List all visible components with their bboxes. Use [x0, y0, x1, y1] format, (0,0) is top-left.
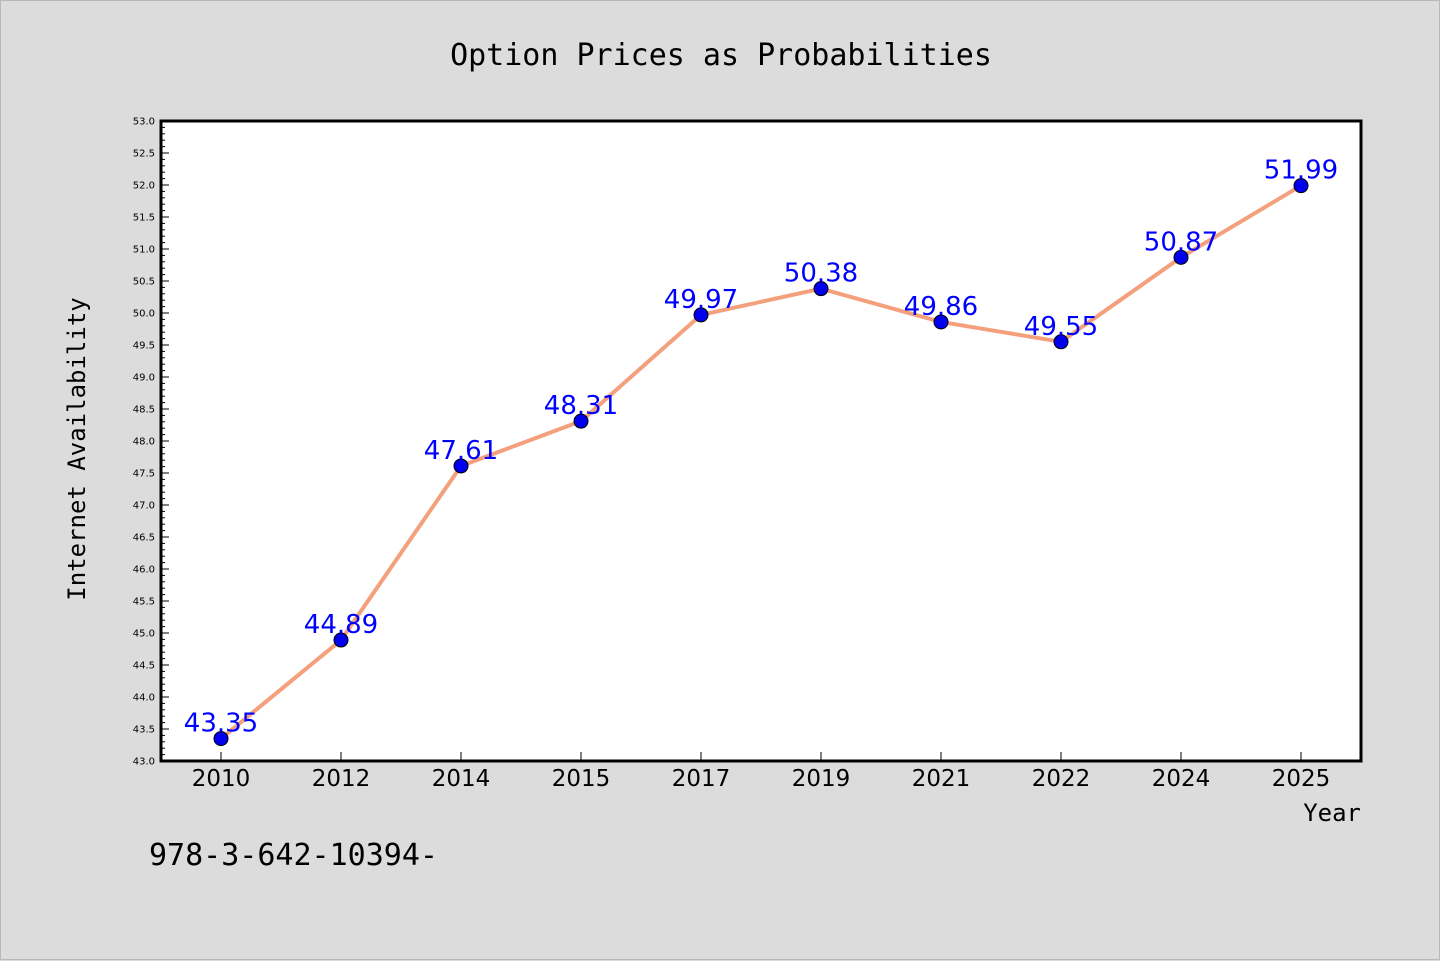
x-axis: 2010 2012 2014 2015 2017 2019 2021 2022 2024 2025: [192, 752, 1331, 792]
data-point: [1053, 334, 1069, 350]
y-axis: 43.0 43.5 44.0 44.5 45.0 45.5 46.0 46.5 47.0 47.5…: [133, 117, 169, 768]
data-label: 43.35: [184, 709, 258, 739]
y-tick-label: 43.5: [133, 725, 155, 736]
series-line: [219, 183, 1303, 741]
y-tick-label: 50.5: [133, 277, 155, 288]
y-tick-label: 45.5: [133, 597, 155, 608]
x-tick-label: 2021: [912, 766, 971, 792]
x-tick-label: 2025: [1272, 766, 1331, 792]
data-point: [1173, 249, 1189, 265]
data-label: 51.99: [1264, 156, 1338, 186]
data-point: [213, 731, 229, 747]
x-tick-label: 2022: [1032, 766, 1091, 792]
y-tick-label: 51.0: [133, 245, 155, 256]
y-tick-label: 53.0: [133, 117, 155, 128]
y-tick-label: 46.5: [133, 533, 155, 544]
series-line-group: [219, 183, 1303, 741]
data-label: 49.86: [904, 292, 978, 322]
data-point: [933, 314, 949, 330]
data-label: 47.61: [424, 436, 498, 466]
data-label: 44.89: [304, 610, 378, 640]
data-point: [1293, 178, 1309, 194]
y-tick-label: 48.0: [133, 437, 155, 448]
data-label: 49.97: [664, 285, 738, 315]
y-tick-label: 51.5: [133, 213, 155, 224]
data-label: 50.87: [1144, 227, 1218, 257]
x-tick-label: 2014: [432, 766, 491, 792]
data-labels: 43.35 44.89 47.61 48.31 49.97 50.38 49.86 49.55…: [184, 156, 1338, 739]
chart-title: Option Prices as Probabilities: [450, 38, 992, 73]
x-tick-label: 2019: [792, 766, 851, 792]
data-point: [573, 413, 589, 429]
y-tick-label: 48.5: [133, 405, 155, 416]
data-point: [693, 307, 709, 323]
x-tick-label: 2010: [192, 766, 251, 792]
plot-area: [159, 119, 1363, 763]
footer-id-text: 978-3-642-10394-: [149, 838, 438, 873]
y-axis-title: Internet Availability: [63, 297, 91, 600]
x-tick-label: 2024: [1152, 766, 1211, 792]
y-tick-label: 49.0: [133, 373, 155, 384]
y-tick-label: 50.0: [133, 309, 155, 320]
y-tick-label: 47.5: [133, 469, 155, 480]
x-axis-title: Year: [1303, 799, 1361, 827]
x-tick-label: 2015: [552, 766, 611, 792]
y-tick-label: 46.0: [133, 565, 155, 576]
y-tick-label: 52.5: [133, 149, 155, 160]
y-tick-label: 52.0: [133, 181, 155, 192]
data-markers: [213, 178, 1309, 747]
y-tick-label: 45.0: [133, 629, 155, 640]
data-point: [333, 632, 349, 648]
x-tick-label: 2017: [672, 766, 731, 792]
data-point: [453, 458, 469, 474]
y-tick-label: 43.0: [133, 757, 155, 768]
data-point: [813, 281, 829, 297]
data-label: 50.38: [784, 259, 858, 289]
y-tick-label: 49.5: [133, 341, 155, 352]
y-tick-label: 47.0: [133, 501, 155, 512]
x-tick-label: 2012: [312, 766, 371, 792]
data-label: 48.31: [544, 391, 618, 421]
y-tick-label: 44.5: [133, 661, 155, 672]
y-tick-label: 44.0: [133, 693, 155, 704]
data-label: 49.55: [1024, 312, 1098, 342]
